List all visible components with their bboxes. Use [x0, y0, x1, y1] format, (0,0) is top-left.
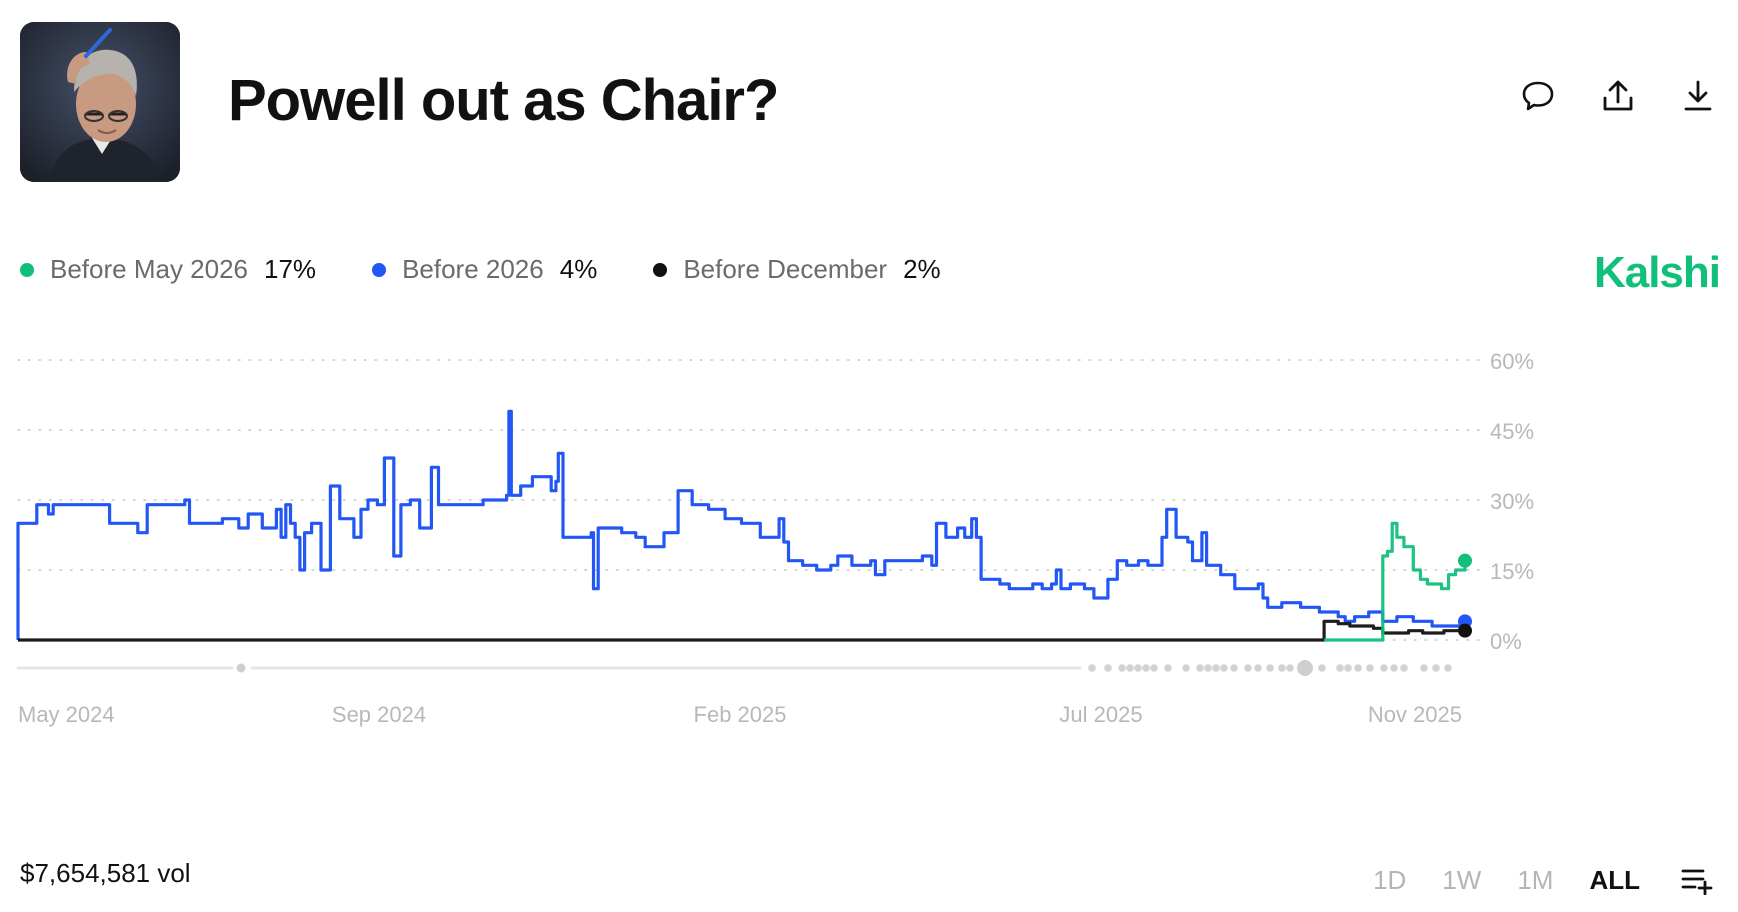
brand-logo: Kalshi	[1593, 248, 1721, 297]
legend-name: Before December	[683, 254, 888, 284]
scrubber-marker	[1126, 664, 1134, 672]
volume-label: $7,654,581 vol	[20, 858, 191, 888]
scrubber-marker	[1134, 664, 1142, 672]
series-endpoint-before-may-2026	[1458, 553, 1472, 568]
header-actions	[1516, 74, 1720, 118]
legend-dot	[20, 262, 34, 277]
legend-item-before-2026[interactable]: Before 2026 4%	[372, 254, 597, 285]
scrubber-handle	[1297, 660, 1313, 676]
y-tick-label: 30%	[1490, 489, 1534, 514]
scrubber-marker	[1212, 664, 1220, 672]
scrubber-marker	[1444, 664, 1452, 672]
legend-dot	[372, 262, 387, 277]
scrubber-marker	[1266, 664, 1274, 672]
scrubber-marker	[1318, 664, 1326, 672]
scrubber-marker	[1088, 664, 1096, 672]
scrubber-marker	[1400, 664, 1408, 672]
price-chart[interactable]: 0% 15% 30% 45% 60% May 2024 Sep 2024 Feb 2025 Ju…	[0, 330, 1738, 840]
legend-value: 17%	[264, 254, 317, 284]
y-tick-label: 60%	[1490, 349, 1534, 374]
scrubber-marker	[1118, 664, 1126, 672]
range-selector: 1D 1W 1M ALL	[1373, 858, 1720, 902]
legend-dot	[653, 262, 668, 277]
x-tick-label: May 2024	[18, 702, 115, 727]
scrubber-marker	[1432, 664, 1440, 672]
scrubber-marker	[1196, 664, 1204, 672]
y-tick-label: 15%	[1490, 559, 1534, 584]
legend-name: Before May 2026	[50, 254, 249, 284]
scrubber-marker	[1220, 664, 1228, 672]
series-line-before-may-2026	[1324, 521, 1467, 642]
legend-item-before-december[interactable]: Before December 2%	[653, 254, 941, 285]
scrubber-marker	[1230, 664, 1238, 672]
scrubber-marker	[1336, 664, 1344, 672]
legend-value: 2%	[903, 254, 941, 284]
scrubber-marker	[1142, 664, 1150, 672]
market-header: Powell out as Chair?	[20, 22, 1720, 182]
range-button-1m[interactable]: 1M	[1517, 864, 1554, 895]
market-avatar	[20, 22, 180, 182]
scrubber-marker	[1204, 664, 1212, 672]
chart-legend: Before May 2026 17% Before 2026 4% Befor…	[20, 254, 997, 285]
portrait-image	[20, 22, 180, 182]
x-tick-label: Sep 2024	[332, 702, 426, 727]
scrubber-marker	[1278, 664, 1286, 672]
scrubber-marker	[1286, 664, 1294, 672]
series-endpoint-before-december	[1458, 623, 1472, 638]
share-icon	[1603, 80, 1633, 111]
range-button-1d[interactable]: 1D	[1373, 864, 1407, 895]
legend-value: 4%	[559, 254, 598, 284]
scrubber-marker	[1344, 664, 1352, 672]
list-add-icon	[1681, 869, 1713, 895]
scrubber-marker	[1182, 664, 1190, 672]
y-tick-label: 0%	[1490, 629, 1522, 654]
add-to-watchlist-button[interactable]	[1676, 858, 1720, 902]
download-button[interactable]	[1676, 74, 1720, 118]
x-tick-label: Feb 2025	[694, 702, 787, 727]
range-button-all[interactable]: ALL	[1589, 864, 1640, 895]
page-title: Powell out as Chair?	[228, 68, 779, 133]
scrubber-marker	[1104, 664, 1112, 672]
comment-button[interactable]	[1516, 74, 1560, 118]
chart-footer: $7,654,581 vol 1D 1W 1M ALL	[20, 858, 1720, 898]
series-line-before-december	[18, 619, 1465, 642]
scrubber-marker	[1150, 664, 1158, 672]
scrubber-marker	[1254, 664, 1262, 672]
scrubber-marker	[1354, 664, 1362, 672]
scrubber-marker	[1380, 664, 1388, 672]
download-icon	[1684, 80, 1712, 111]
legend-name: Before 2026	[402, 254, 544, 284]
scrubber-marker	[1164, 664, 1172, 672]
legend-item-before-may-2026[interactable]: Before May 2026 17%	[20, 254, 316, 285]
x-tick-label: Nov 2025	[1368, 702, 1462, 727]
scrubber-marker	[1366, 664, 1374, 672]
range-button-1w[interactable]: 1W	[1442, 864, 1482, 895]
scrubber-marker	[1420, 664, 1428, 672]
y-tick-label: 45%	[1490, 419, 1534, 444]
scrubber-marker	[1390, 664, 1398, 672]
comment-icon	[1522, 81, 1554, 111]
scrubber-marker	[236, 663, 246, 673]
scrubber-marker	[1244, 664, 1252, 672]
share-button[interactable]	[1596, 74, 1640, 118]
series-line-before-2026	[16, 409, 1467, 640]
x-tick-label: Jul 2025	[1059, 702, 1142, 727]
